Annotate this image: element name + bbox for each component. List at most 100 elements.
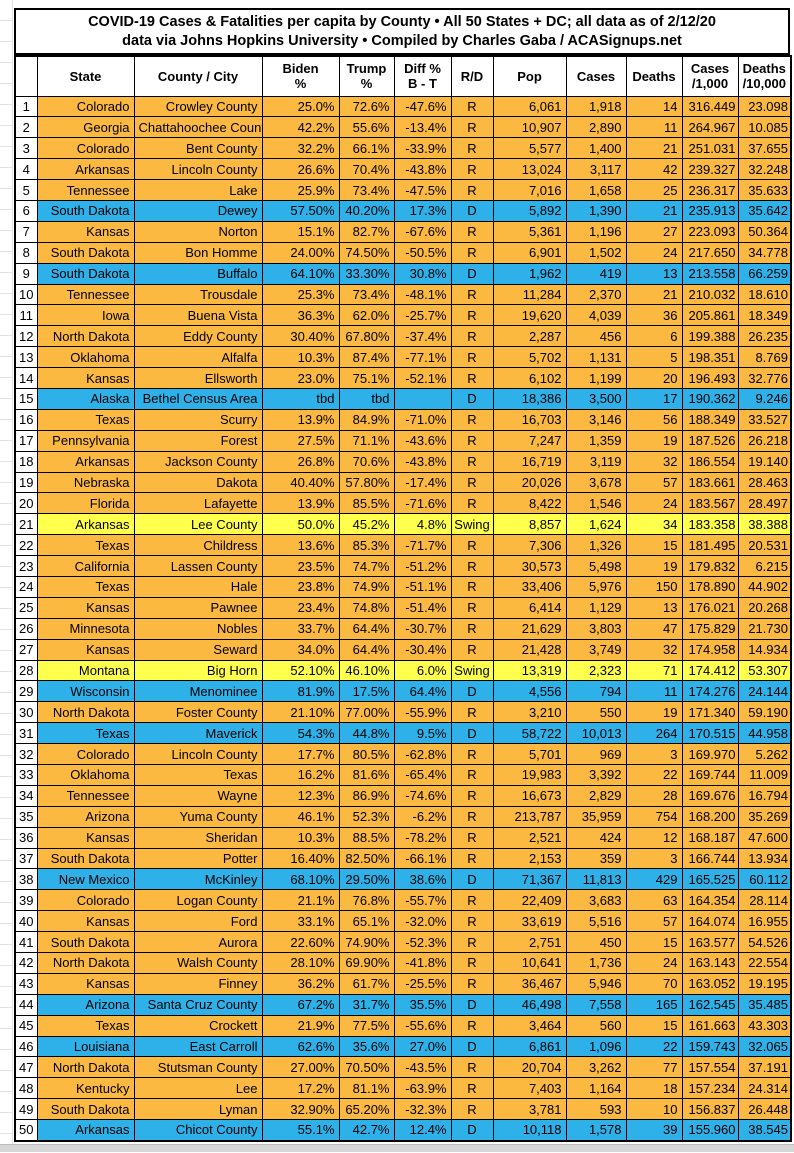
column-header-deaths[interactable]: Deaths xyxy=(625,55,683,97)
rd-cell[interactable]: D xyxy=(450,387,494,410)
county-cell[interactable]: Lafayette xyxy=(133,492,263,515)
trump-cell[interactable]: 65.1% xyxy=(338,910,395,933)
deaths-cell[interactable]: 57 xyxy=(625,910,683,933)
deaths-per-10000-cell[interactable]: 35.269 xyxy=(737,805,792,828)
deaths-per-10000-cell[interactable]: 33.527 xyxy=(737,408,792,431)
biden-cell[interactable]: 13.9% xyxy=(261,408,340,431)
row-number-cell[interactable]: 21 xyxy=(14,513,38,536)
deaths-per-10000-cell[interactable]: 19.195 xyxy=(737,972,792,995)
diff-cell[interactable]: -43.6% xyxy=(393,429,452,452)
rd-cell[interactable]: R xyxy=(450,889,494,912)
diff-cell[interactable]: -17.4% xyxy=(393,471,452,494)
pop-cell[interactable]: 5,892 xyxy=(492,199,567,222)
diff-cell[interactable]: -65.4% xyxy=(393,764,452,786)
row-number-cell[interactable]: 28 xyxy=(14,659,38,682)
biden-cell[interactable]: 21.10% xyxy=(261,701,340,724)
deaths-cell[interactable]: 18 xyxy=(625,1077,683,1100)
deaths-per-10000-cell[interactable]: 8.769 xyxy=(737,346,792,369)
rd-cell[interactable]: R xyxy=(450,826,494,849)
state-cell[interactable]: Oklahoma xyxy=(36,346,135,369)
pop-cell[interactable]: 6,414 xyxy=(492,596,567,619)
state-cell[interactable]: Colorado xyxy=(36,95,135,118)
biden-cell[interactable]: 23.0% xyxy=(261,367,340,389)
cases-per-1000-cell[interactable]: 264.967 xyxy=(681,116,739,139)
cases-cell[interactable]: 1,326 xyxy=(565,534,627,557)
rd-cell[interactable]: R xyxy=(450,805,494,828)
rd-cell[interactable]: R xyxy=(450,450,494,473)
rd-cell[interactable]: R xyxy=(450,931,494,954)
cases-per-1000-cell[interactable]: 235.913 xyxy=(681,199,739,222)
cases-cell[interactable]: 1,390 xyxy=(565,199,627,222)
diff-cell[interactable]: -63.9% xyxy=(393,1077,452,1100)
county-cell[interactable]: Chattahoochee County xyxy=(133,116,263,139)
deaths-cell[interactable]: 19 xyxy=(625,555,683,577)
pop-cell[interactable]: 36,467 xyxy=(492,972,567,995)
pop-cell[interactable]: 21,428 xyxy=(492,638,567,661)
diff-cell[interactable]: -71.6% xyxy=(393,492,452,515)
pop-cell[interactable]: 3,781 xyxy=(492,1098,567,1121)
trump-cell[interactable]: 65.20% xyxy=(338,1098,395,1121)
state-cell[interactable]: Kansas xyxy=(36,826,135,849)
deaths-cell[interactable]: 32 xyxy=(625,638,683,661)
biden-cell[interactable]: 27.00% xyxy=(261,1056,340,1079)
row-number-cell[interactable]: 9 xyxy=(14,262,38,285)
trump-cell[interactable]: 84.9% xyxy=(338,408,395,431)
state-cell[interactable]: Arkansas xyxy=(36,1119,135,1142)
deaths-per-10000-cell[interactable]: 35.633 xyxy=(737,179,792,201)
biden-cell[interactable]: 33.1% xyxy=(261,910,340,933)
biden-cell[interactable]: 32.90% xyxy=(261,1098,340,1121)
pop-cell[interactable]: 3,464 xyxy=(492,1014,567,1037)
biden-cell[interactable]: 22.60% xyxy=(261,931,340,954)
pop-cell[interactable]: 19,983 xyxy=(492,764,567,786)
county-cell[interactable]: Aurora xyxy=(133,931,263,954)
deaths-per-10000-cell[interactable]: 59.190 xyxy=(737,701,792,724)
deaths-per-10000-cell[interactable]: 50.364 xyxy=(737,220,792,243)
pop-cell[interactable]: 10,118 xyxy=(492,1119,567,1142)
diff-cell[interactable]: -47.6% xyxy=(393,95,452,118)
trump-cell[interactable]: 76.8% xyxy=(338,889,395,912)
column-header-cases[interactable]: Cases xyxy=(565,55,627,97)
deaths-cell[interactable]: 5 xyxy=(625,346,683,369)
row-number-cell[interactable]: 23 xyxy=(14,555,38,577)
column-header-biden[interactable]: Biden % xyxy=(261,55,340,97)
county-cell[interactable]: Crockett xyxy=(133,1014,263,1037)
diff-cell[interactable]: -51.1% xyxy=(393,575,452,598)
cases-per-1000-cell[interactable]: 166.744 xyxy=(681,847,739,870)
biden-cell[interactable]: 23.5% xyxy=(261,555,340,577)
trump-cell[interactable]: 81.1% xyxy=(338,1077,395,1100)
trump-cell[interactable]: 62.0% xyxy=(338,304,395,327)
county-cell[interactable]: Texas xyxy=(133,764,263,786)
biden-cell[interactable]: 28.10% xyxy=(261,952,340,974)
state-cell[interactable]: Arizona xyxy=(36,993,135,1016)
rd-cell[interactable]: R xyxy=(450,764,494,786)
deaths-cell[interactable]: 10 xyxy=(625,1098,683,1121)
rd-cell[interactable]: R xyxy=(450,95,494,118)
row-number-cell[interactable]: 47 xyxy=(14,1056,38,1079)
deaths-per-10000-cell[interactable]: 26.448 xyxy=(737,1098,792,1121)
pop-cell[interactable]: 2,751 xyxy=(492,931,567,954)
biden-cell[interactable]: 16.2% xyxy=(261,764,340,786)
cases-per-1000-cell[interactable]: 179.832 xyxy=(681,555,739,577)
deaths-cell[interactable]: 21 xyxy=(625,283,683,306)
cases-per-1000-cell[interactable]: 162.545 xyxy=(681,993,739,1016)
deaths-per-10000-cell[interactable]: 24.144 xyxy=(737,680,792,703)
rd-cell[interactable]: R xyxy=(450,325,494,348)
diff-cell[interactable]: 64.4% xyxy=(393,680,452,703)
cases-per-1000-cell[interactable]: 164.074 xyxy=(681,910,739,933)
row-number-cell[interactable]: 48 xyxy=(14,1077,38,1100)
state-cell[interactable]: Arkansas xyxy=(36,450,135,473)
deaths-per-10000-cell[interactable]: 44.958 xyxy=(737,722,792,745)
deaths-per-10000-cell[interactable]: 5.262 xyxy=(737,743,792,765)
deaths-cell[interactable]: 20 xyxy=(625,367,683,389)
pop-cell[interactable]: 10,907 xyxy=(492,116,567,139)
deaths-cell[interactable]: 42 xyxy=(625,158,683,181)
cases-cell[interactable]: 359 xyxy=(565,847,627,870)
deaths-cell[interactable]: 77 xyxy=(625,1056,683,1079)
pop-cell[interactable]: 3,210 xyxy=(492,701,567,724)
cases-cell[interactable]: 5,516 xyxy=(565,910,627,933)
deaths-cell[interactable]: 15 xyxy=(625,1014,683,1037)
cases-cell[interactable]: 5,946 xyxy=(565,972,627,995)
state-cell[interactable]: Colorado xyxy=(36,889,135,912)
trump-cell[interactable]: 46.10% xyxy=(338,659,395,682)
state-cell[interactable]: North Dakota xyxy=(36,952,135,974)
